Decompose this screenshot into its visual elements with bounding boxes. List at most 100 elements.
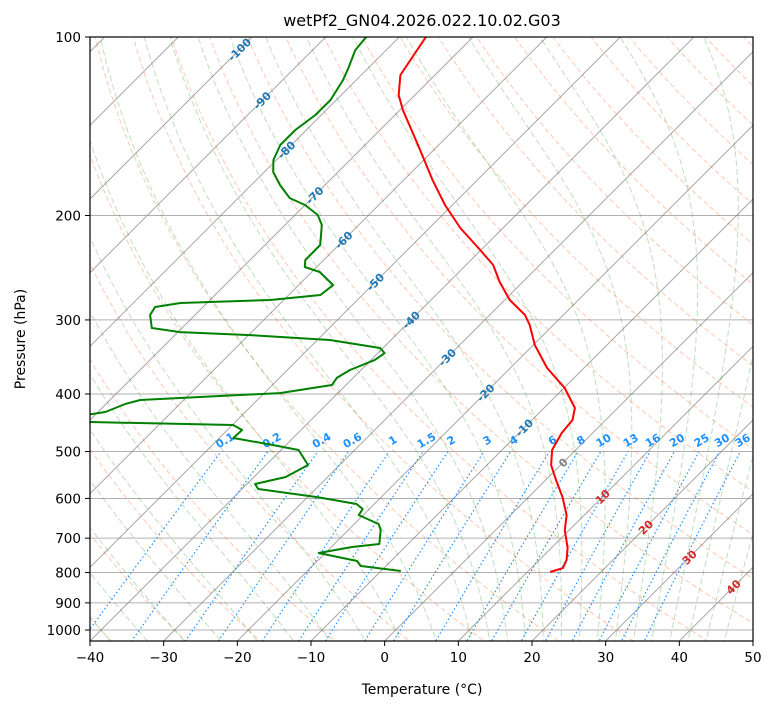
- moist-adiabat: [169, 37, 491, 641]
- moist-adiabat: [406, 37, 606, 641]
- moist-adiabat: [687, 353, 753, 641]
- dry-adiabat: [90, 533, 187, 641]
- dry-adiabat: [90, 448, 262, 641]
- isotherm-line: [752, 640, 753, 641]
- dry-adiabat: [94, 37, 560, 641]
- mixing-ratio-label: 10: [594, 431, 614, 450]
- y-tick-label: 800: [55, 566, 81, 582]
- moist-adiabat: [90, 526, 186, 641]
- dry-adiabat: [323, 37, 753, 493]
- isotherm-line: [90, 37, 401, 348]
- dry-adiabat: [361, 37, 753, 450]
- mixing-ratio-label: 16: [643, 431, 663, 450]
- line-labels: 0.1 0.2 0.4 0.6 1 1.5 2 3 4 6 8 10 13 16 20 25 30 36-100-…: [213, 35, 753, 597]
- isotherm-line: [236, 124, 753, 641]
- mixing-ratio-line: [392, 451, 512, 641]
- mixing-ratio-label: 0.6: [341, 430, 365, 451]
- moist-adiabat: [90, 479, 222, 641]
- moist-adiabat: [143, 37, 473, 641]
- mixing-ratio-line: [364, 451, 485, 641]
- mixing-ratio-label: 13: [621, 431, 641, 450]
- moist-adiabat: [669, 37, 739, 641]
- dry-adiabat: [90, 153, 485, 641]
- dry-adiabat: [628, 37, 753, 166]
- moist-adiabat: [99, 37, 437, 641]
- isotherm-line: [604, 492, 753, 641]
- mixing-ratio-line: [571, 451, 676, 641]
- isotherm-line: [531, 419, 753, 641]
- mixing-ratio-label: 30: [712, 431, 732, 450]
- mixing-ratio-line: [490, 451, 602, 641]
- dry-adiabat: [247, 37, 753, 580]
- temperature-profile-line: [397, 37, 576, 573]
- x-tick-label: 10: [450, 650, 467, 666]
- mixing-ratio-label: 3: [481, 433, 494, 448]
- mixing-ratio-label: 0.2: [260, 430, 283, 451]
- x-tick-label: 40: [671, 650, 688, 666]
- moist-adiabat: [197, 37, 509, 641]
- dry-adiabat: [285, 37, 753, 536]
- mixing-ratio-line: [466, 451, 579, 641]
- x-tick-label: −30: [149, 650, 178, 666]
- isotherm-line: [90, 37, 180, 127]
- axes: −40 −30 −20 −10 0 10 20 30 40 50 100 200 300 400 500 60…: [47, 30, 762, 666]
- mixing-ratio-label: 2: [445, 433, 458, 448]
- dry-adiabat: [399, 37, 753, 408]
- dewpoint-profile-line: [90, 37, 401, 572]
- isotherm-line: [383, 271, 753, 641]
- y-tick-label: 500: [55, 444, 81, 460]
- isotherm-label: 10: [593, 487, 613, 507]
- isotherm-line: [90, 37, 474, 421]
- moist-adiabat: [90, 235, 366, 641]
- moist-adiabat: [90, 310, 331, 641]
- isotherm-line: [90, 37, 327, 274]
- isotherm-line: [0, 10, 58, 655]
- x-axis-label: Temperature (°C): [361, 682, 483, 698]
- dry-adiabat: [514, 37, 753, 285]
- moist-adiabat: [265, 37, 544, 641]
- y-tick-label: 1000: [47, 623, 81, 639]
- profiles: [90, 37, 576, 573]
- dry-adiabat: [132, 37, 635, 641]
- background-lines: [0, 10, 775, 655]
- y-tick-label: 700: [55, 531, 81, 547]
- moist-adiabat: [539, 37, 663, 641]
- isotherm-label: -100: [225, 35, 254, 64]
- isotherm-line: [310, 198, 753, 641]
- dry-adiabat: [552, 37, 753, 245]
- mixing-ratio-label: 0.1: [213, 430, 236, 451]
- y-tick-label: 900: [55, 596, 81, 612]
- dry-adiabat: [437, 37, 753, 367]
- x-tick-label: −20: [223, 650, 252, 666]
- chart-title: wetPf2_GN04.2026.022.10.02.G03: [283, 11, 561, 31]
- moist-adiabat: [352, 37, 583, 641]
- moist-adiabat: [468, 37, 633, 641]
- x-tick-label: 50: [744, 650, 761, 666]
- x-tick-label: 20: [523, 650, 540, 666]
- mixing-ratio-line: [598, 451, 700, 641]
- moist-adiabat: [705, 454, 753, 641]
- mixing-ratio-line: [90, 451, 222, 631]
- dry-adiabat: [90, 358, 336, 641]
- y-tick-label: 200: [55, 209, 81, 225]
- plot-frame: [89, 36, 754, 642]
- x-tick-label: 0: [380, 650, 389, 666]
- moist-adiabat: [90, 373, 295, 641]
- moist-adiabat: [90, 138, 402, 641]
- y-tick-label: 100: [55, 30, 81, 46]
- x-tick-label: −10: [297, 650, 326, 666]
- isotherm-line: [457, 345, 753, 641]
- isotherm-line: [90, 37, 253, 200]
- dry-adiabat: [769, 24, 775, 655]
- isotherm-line: [90, 37, 548, 495]
- moist-adiabat: [229, 37, 526, 641]
- isotherm-line: [162, 50, 753, 641]
- mixing-ratio-line: [217, 451, 350, 641]
- mixing-ratio-line: [435, 451, 551, 641]
- isotherm-line: [90, 37, 695, 641]
- mixing-ratio-line: [261, 451, 390, 641]
- moist-adiabat: [723, 531, 753, 641]
- mixing-ratio-line: [184, 451, 319, 641]
- moist-adiabat: [619, 37, 699, 641]
